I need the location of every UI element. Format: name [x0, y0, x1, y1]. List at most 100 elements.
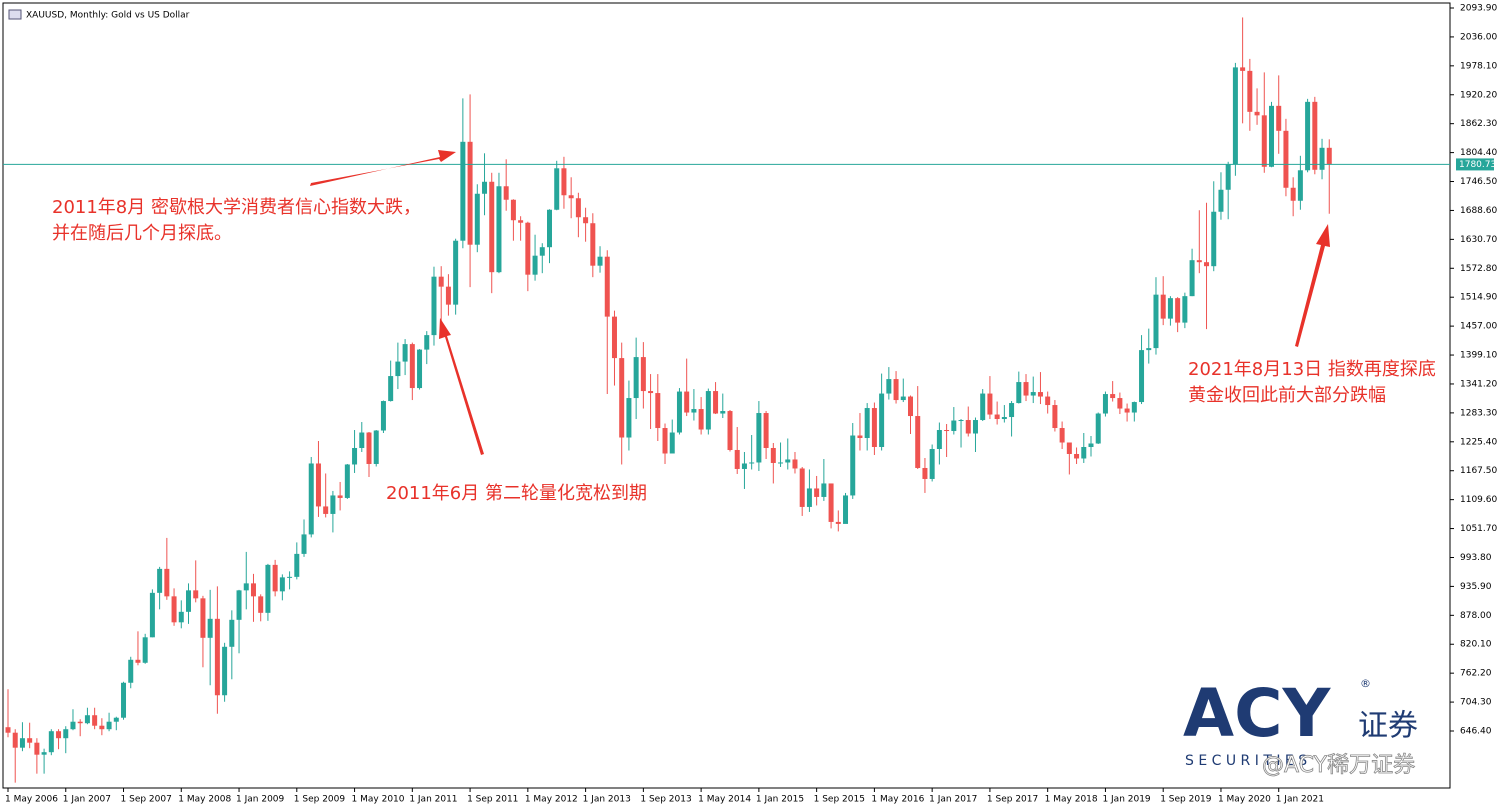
candle-body: [554, 168, 560, 210]
logo: ACY: [1183, 675, 1332, 752]
candle-body: [821, 483, 827, 497]
candle-body: [63, 729, 69, 739]
candle-body: [828, 483, 834, 522]
price-label: 1780.73: [1459, 160, 1496, 170]
y-tick-label: 762.20: [1460, 669, 1492, 679]
candle-body: [431, 276, 437, 336]
candle-body: [474, 193, 480, 245]
candle-body: [972, 420, 978, 434]
candle-body: [258, 596, 264, 613]
y-tick-label: 993.80: [1460, 553, 1492, 563]
candle-body: [1204, 262, 1210, 267]
candle-body: [886, 379, 892, 394]
candle-body: [864, 408, 870, 439]
y-tick-label: 1920.20: [1460, 90, 1497, 100]
candle-body: [121, 682, 127, 718]
candle-body: [590, 223, 596, 266]
x-tick-label: 1 Sep 2011: [467, 795, 518, 805]
candle-body: [308, 463, 314, 535]
candle-body: [1066, 442, 1072, 454]
candle-body: [510, 199, 516, 221]
candle-body: [655, 393, 661, 429]
candle-body: [785, 459, 791, 463]
candle-body: [958, 420, 964, 422]
y-tick-label: 935.90: [1460, 582, 1492, 592]
y-tick-label: 1630.70: [1460, 235, 1497, 245]
candle-body: [568, 195, 574, 199]
annotation: 2011年8月 密歇根大学消费者信心指数大跌，: [52, 197, 421, 218]
candle-body: [402, 344, 408, 362]
x-tick-label: 1 Sep 2007: [121, 795, 172, 805]
candle-body: [77, 721, 83, 724]
candle-body: [1139, 350, 1145, 403]
candle-body: [1009, 403, 1015, 418]
candle-body: [214, 618, 220, 696]
candle-body: [843, 495, 849, 524]
candle-body: [171, 596, 177, 623]
candle-body: [850, 435, 856, 496]
candle-body: [835, 521, 841, 524]
y-tick-label: 2093.90: [1460, 3, 1497, 13]
candle-body: [1146, 348, 1152, 351]
candle-body: [1074, 453, 1080, 459]
candle-body: [56, 731, 62, 739]
arrow: [439, 318, 484, 455]
y-tick-label: 1341.20: [1460, 379, 1497, 389]
candle-body: [1326, 147, 1332, 165]
candle-body: [265, 564, 271, 613]
candle-body: [705, 391, 711, 430]
y-tick-label: 2036.00: [1460, 32, 1497, 42]
y-tick-label: 1804.40: [1460, 148, 1497, 158]
price-label-box: [1456, 158, 1494, 171]
x-tick-label: 1 May 2018: [1045, 795, 1098, 805]
plot-frame: [2, 2, 1451, 789]
candle-body: [525, 222, 531, 275]
candle-body: [684, 391, 690, 413]
candle-body: [893, 379, 899, 401]
candle-body: [359, 432, 365, 448]
candle-body: [503, 186, 509, 200]
candle-body: [857, 435, 863, 439]
x-tick-label: 1 May 2020: [1218, 795, 1271, 805]
candle-body: [445, 286, 451, 305]
candle-body: [741, 463, 747, 469]
candle-body: [951, 420, 957, 432]
candle-body: [496, 186, 502, 273]
candle-body: [1319, 147, 1325, 170]
candle-body: [936, 430, 942, 449]
candle-body: [1225, 164, 1231, 190]
candle-body: [70, 721, 76, 730]
candle-body: [1247, 70, 1253, 112]
candle-body: [929, 448, 935, 479]
candle-body: [814, 488, 820, 497]
candle-body: [186, 590, 191, 612]
candle-body: [1102, 394, 1108, 414]
candle-body: [1095, 413, 1101, 444]
candle-body: [770, 447, 776, 463]
candle-body: [453, 240, 459, 305]
chart-icon: [8, 9, 22, 20]
candle-body: [900, 396, 906, 401]
x-tick-label: 1 Jan 2011: [409, 795, 457, 805]
candle-body: [583, 217, 589, 224]
candle-body: [922, 467, 928, 479]
annotation: 并在随后几个月探底。: [52, 223, 232, 244]
x-tick-label: 1 May 2014: [698, 795, 751, 805]
candle-body: [48, 731, 54, 753]
candle-body: [1254, 111, 1260, 116]
candle-body: [611, 316, 617, 359]
candle-body: [243, 583, 249, 591]
candle-body: [34, 742, 40, 755]
candle-body: [604, 256, 610, 317]
x-tick-label: 1 Jan 2021: [1276, 795, 1324, 805]
candle-body: [409, 344, 415, 389]
y-tick-label: 878.00: [1460, 611, 1492, 621]
candle-body: [734, 449, 740, 469]
candle-body: [5, 727, 11, 733]
x-tick-label: 1 Sep 2009: [294, 795, 346, 805]
candle-body: [575, 198, 581, 218]
y-tick-label: 1167.50: [1460, 466, 1497, 476]
y-tick-label: 1746.50: [1460, 177, 1497, 187]
candle-body: [756, 413, 762, 463]
candle-body: [1059, 428, 1065, 443]
